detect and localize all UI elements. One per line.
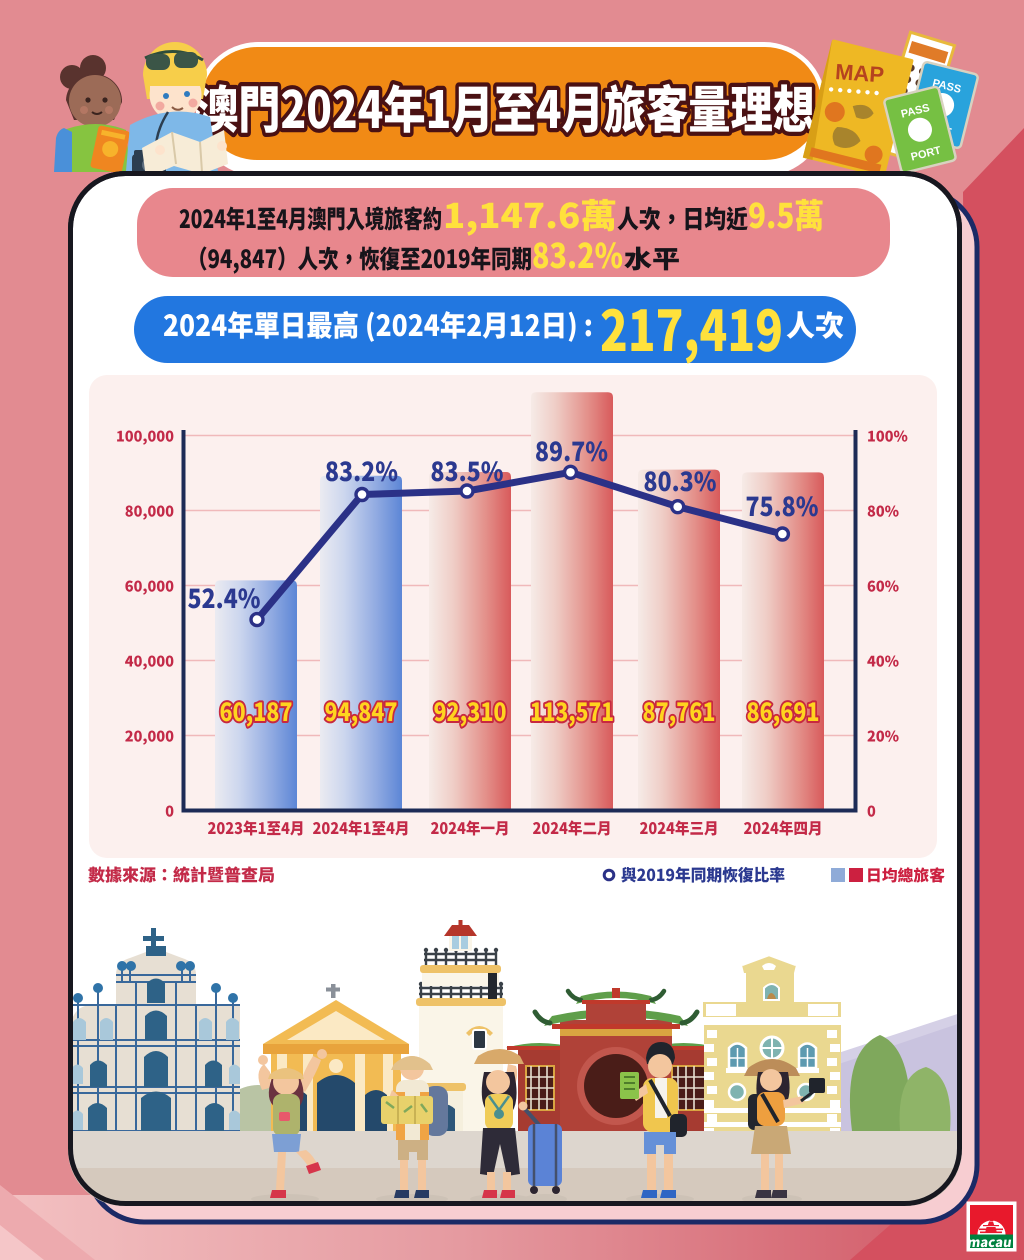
svg-text:MAP: MAP <box>834 59 885 87</box>
